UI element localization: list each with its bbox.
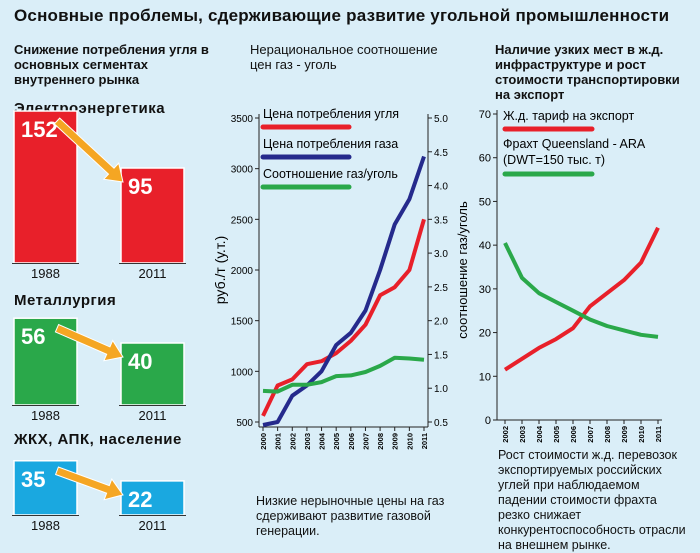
right-tick-label: 4.0 xyxy=(434,182,448,193)
y-tick-label: 20 xyxy=(479,328,491,340)
left-tick-label: 1000 xyxy=(231,367,254,378)
legend-label: Цена потребления газа xyxy=(263,137,398,151)
y-tick-label: 10 xyxy=(479,371,491,383)
x-tick-label: 2000 xyxy=(259,433,268,450)
left-tick-label: 500 xyxy=(236,418,253,429)
bar-value-label: 40 xyxy=(128,349,152,374)
right-note: Рост стоимости ж.д. перевозок экспортиру… xyxy=(498,448,686,552)
middle-note: Низкие нерыночные цены на газ сдерживают… xyxy=(256,494,445,538)
bar-0-2011 xyxy=(120,167,185,264)
legend-label: Соотношение газ/уголь xyxy=(263,167,398,181)
page-title: Основные проблемы, сдерживающие развитие… xyxy=(14,6,670,25)
bar-year-label: 2011 xyxy=(139,518,167,533)
y-tick-label: 50 xyxy=(479,196,491,208)
bar-0-1988 xyxy=(13,110,78,264)
x-tick-label: 2006 xyxy=(347,433,356,450)
right-tick-label: 2.5 xyxy=(434,283,448,294)
left-tick-label: 2500 xyxy=(231,215,254,226)
right-tick-label: 2.0 xyxy=(434,317,448,328)
price-ratio-chart: 500 1000 1500 2000 2500 3000 3500 0.5 1.0 1.5 2.0 2… xyxy=(215,107,470,450)
x-tick-label: 2001 xyxy=(274,433,283,450)
group-label-metallurgy: Металлургия xyxy=(14,292,117,309)
legend-label: Ж.д. тариф на экспорт xyxy=(503,109,634,123)
x-tick-label: 2008 xyxy=(376,433,385,450)
right-tick-label: 0.5 xyxy=(434,418,448,429)
bar-1-2011 xyxy=(120,342,185,406)
series-line-freight xyxy=(503,242,659,339)
x-tick-label: 2011 xyxy=(420,433,429,449)
bar-value-label: 152 xyxy=(21,117,58,142)
left-section-heading: Снижение потребления угля в основных сег… xyxy=(14,42,209,87)
left-tick-label: 1500 xyxy=(231,317,254,328)
x-tick-label: 2005 xyxy=(552,426,561,443)
left-axis-title: руб./т (у.т.) xyxy=(215,236,228,304)
transport-cost-chart: 0 10 20 30 40 50 60 70 2002 2003 2004 2005 2006 2007 2… xyxy=(479,109,663,443)
legend-label-cont: (DWT=150 тыс. т) xyxy=(503,153,605,167)
decline-arrow xyxy=(54,323,124,362)
y-tick-label: 60 xyxy=(479,153,491,165)
x-tick-label: 2008 xyxy=(603,426,612,443)
right-tick-label: 4.5 xyxy=(434,148,448,159)
bar-value-label: 56 xyxy=(21,324,45,349)
decline-arrow xyxy=(53,117,124,183)
x-tick-label: 2007 xyxy=(361,433,370,450)
group-label-housing: ЖКХ, АПК, население xyxy=(14,431,182,448)
x-tick-label: 2010 xyxy=(637,426,646,443)
series-line-rail-tariff xyxy=(503,226,660,372)
y-tick-label: 40 xyxy=(479,240,491,252)
x-tick-label: 2002 xyxy=(501,426,510,443)
x-tick-label: 2007 xyxy=(586,426,595,443)
x-tick-label: 2010 xyxy=(405,433,414,450)
bar-year-label: 1988 xyxy=(31,408,60,423)
x-tick-label: 2004 xyxy=(318,432,327,450)
series-line-0 xyxy=(261,218,426,417)
right-section-heading: Наличие узких мест в ж.д. инфраструктуре… xyxy=(495,42,680,102)
x-tick-label: 2009 xyxy=(620,426,629,443)
x-tick-label: 2011 xyxy=(654,426,663,442)
bar-year-label: 2011 xyxy=(139,266,167,281)
legend-label: Фрахт Queensland - ARA xyxy=(503,137,646,151)
series-line-1 xyxy=(262,155,426,427)
left-tick-label: 2000 xyxy=(231,266,254,277)
bar-year-label: 1988 xyxy=(31,518,60,533)
y-tick-label: 70 xyxy=(479,109,491,121)
y-tick-label: 0 xyxy=(485,415,491,427)
x-tick-label: 2006 xyxy=(569,426,578,443)
right-tick-label: 3.0 xyxy=(434,249,448,260)
right-axis-title: соотношение газ/уголь xyxy=(455,201,470,339)
y-tick-label: 30 xyxy=(479,284,491,296)
left-bar-charts: 152 1988 95 2011 56 1988 40 2011 35 1988 22 2011 xyxy=(12,110,186,533)
x-tick-label: 2003 xyxy=(518,426,527,443)
right-tick-label: 1.0 xyxy=(434,384,448,395)
bar-year-label: 1988 xyxy=(31,266,60,281)
series-line-2 xyxy=(262,355,425,394)
x-tick-label: 2002 xyxy=(288,433,297,450)
middle-section-heading: Нерациональное соотношение цен газ - уго… xyxy=(250,42,438,72)
right-tick-label: 1.5 xyxy=(434,350,448,361)
x-tick-label: 2005 xyxy=(332,433,341,450)
left-tick-label: 3000 xyxy=(231,165,254,176)
bar-value-label: 95 xyxy=(128,174,152,199)
right-tick-label: 3.5 xyxy=(434,215,448,226)
legend-label: Цена потребления угля xyxy=(263,107,399,121)
decline-arrow xyxy=(54,466,124,501)
left-tick-label: 3500 xyxy=(231,114,254,125)
right-tick-label: 5.0 xyxy=(434,114,448,125)
bar-year-label: 2011 xyxy=(139,408,167,423)
x-tick-label: 2004 xyxy=(535,425,544,443)
bar-value-label: 35 xyxy=(21,467,45,492)
bar-value-label: 22 xyxy=(128,487,152,512)
x-tick-label: 2009 xyxy=(391,433,400,450)
x-tick-label: 2003 xyxy=(303,433,312,450)
